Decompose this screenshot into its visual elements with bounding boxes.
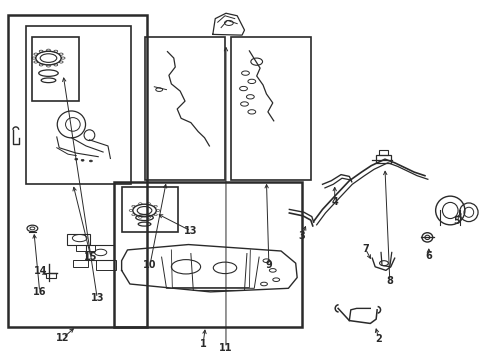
Bar <box>96 260 116 270</box>
Bar <box>26 26 131 184</box>
Bar <box>76 245 95 251</box>
Text: 15: 15 <box>84 252 98 262</box>
Bar <box>144 37 224 180</box>
Bar <box>86 245 114 260</box>
Bar <box>114 182 301 327</box>
Text: 7: 7 <box>361 244 368 254</box>
Text: 4: 4 <box>331 197 337 207</box>
Bar <box>230 37 311 180</box>
Text: 3: 3 <box>298 231 305 240</box>
Text: 6: 6 <box>425 251 431 261</box>
Text: 16: 16 <box>33 287 46 297</box>
Bar <box>73 260 88 267</box>
Ellipse shape <box>75 158 78 160</box>
Bar <box>378 150 387 155</box>
Bar <box>122 187 177 232</box>
Ellipse shape <box>81 159 84 161</box>
Text: 1: 1 <box>199 339 206 349</box>
Text: 11: 11 <box>219 343 232 353</box>
Text: 9: 9 <box>265 260 272 270</box>
Text: 10: 10 <box>143 260 156 270</box>
Bar <box>375 155 390 163</box>
Bar <box>8 15 147 327</box>
Text: 12: 12 <box>56 333 70 343</box>
Text: 8: 8 <box>386 276 392 286</box>
Text: 5: 5 <box>452 216 459 226</box>
Bar <box>66 234 90 245</box>
Text: 2: 2 <box>374 333 381 343</box>
Ellipse shape <box>89 160 92 162</box>
Bar <box>45 273 56 278</box>
Bar <box>32 37 79 101</box>
Text: 14: 14 <box>34 266 47 276</box>
Text: 13: 13 <box>90 293 104 303</box>
Text: 13: 13 <box>184 226 197 236</box>
